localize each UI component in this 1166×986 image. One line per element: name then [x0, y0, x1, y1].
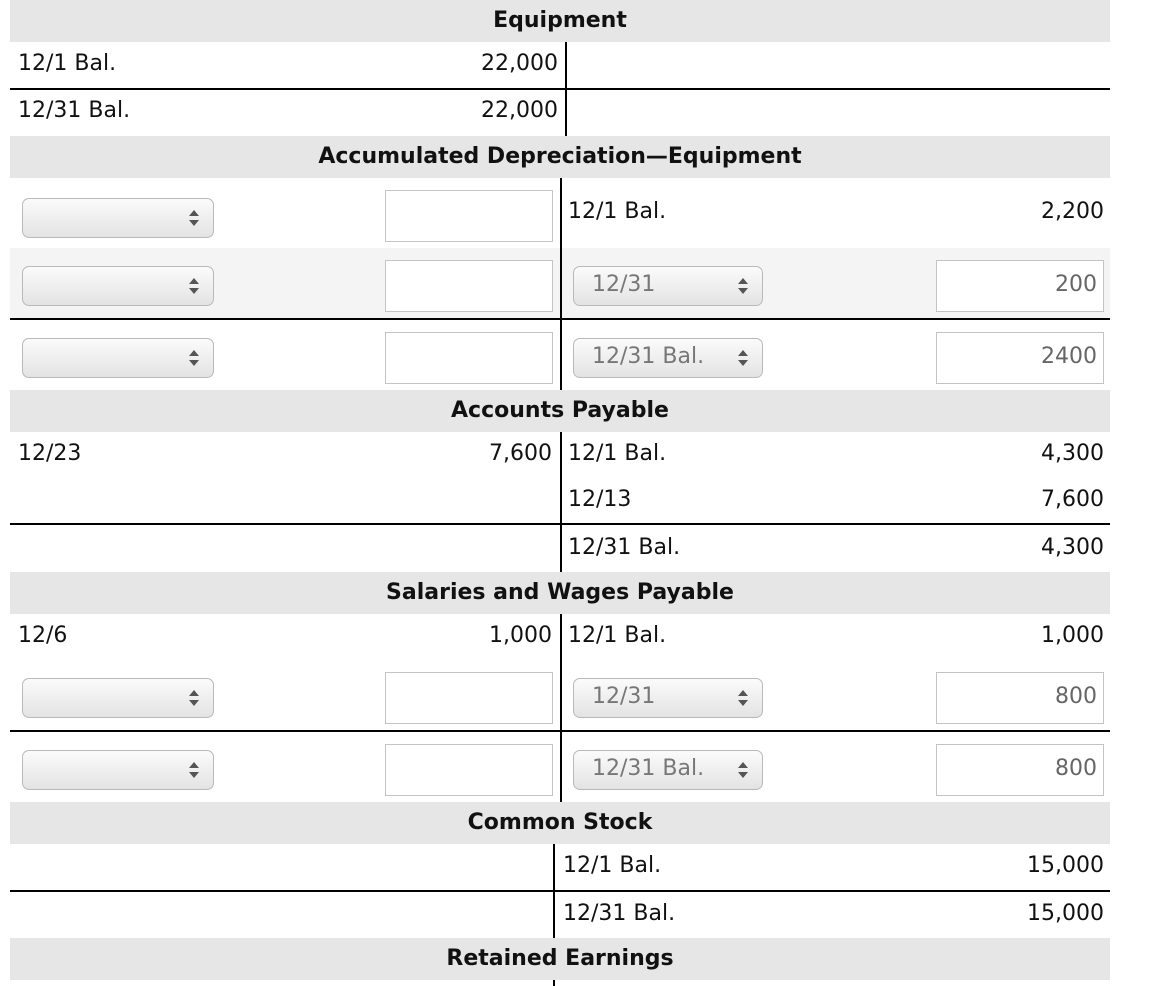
equipment-header: Equipment — [10, 0, 1110, 42]
row-label: 12/1 Bal. — [568, 199, 667, 224]
common-stock-header: Common Stock — [10, 802, 1110, 844]
retained-earnings-header: Retained Earnings — [10, 938, 1110, 980]
up-down-chevron-icon — [189, 690, 199, 706]
section-title: Accumulated Depreciation—Equipment — [318, 144, 802, 169]
t-account-divider — [560, 432, 562, 572]
left-amount-input[interactable] — [385, 744, 553, 796]
accum-dep-header: Accumulated Depreciation—Equipment — [10, 136, 1110, 178]
row-amount: 4,300 — [1041, 441, 1104, 466]
row-label: 12/1 Bal. — [563, 853, 662, 878]
up-down-chevron-icon — [738, 278, 748, 294]
t-account-divider — [560, 178, 562, 390]
up-down-chevron-icon — [738, 690, 748, 706]
row-label: 12/31 Bal. — [563, 901, 676, 926]
row-label: 12/23 — [18, 441, 82, 466]
t-account-divider — [553, 844, 555, 938]
t-account-divider — [560, 614, 562, 802]
row-amount: 15,000 — [1027, 901, 1104, 926]
right-amount-input[interactable]: 800 — [936, 672, 1104, 724]
divider — [10, 890, 1110, 892]
up-down-chevron-icon — [738, 350, 748, 366]
right-date-select[interactable]: 12/31 — [573, 678, 763, 718]
row-label: 12/31 Bal. — [568, 535, 681, 560]
up-down-chevron-icon — [738, 762, 748, 778]
right-amount-input[interactable]: 2400 — [936, 332, 1104, 384]
up-down-chevron-icon — [189, 350, 199, 366]
t-account-divider — [565, 42, 567, 136]
row-amount: 1,000 — [489, 623, 552, 648]
right-date-select[interactable]: 12/31 Bal. — [573, 338, 763, 378]
left-date-select[interactable] — [22, 266, 214, 306]
left-date-select[interactable] — [22, 750, 214, 790]
section-title: Salaries and Wages Payable — [386, 580, 734, 605]
row-amount: 7,600 — [489, 441, 552, 466]
row-label: 12/1 Bal. — [568, 623, 667, 648]
row-label: 12/6 — [18, 623, 68, 648]
divider — [10, 88, 1110, 90]
t-account-divider — [553, 980, 555, 986]
row-label: 12/13 — [568, 487, 632, 512]
section-title: Accounts Payable — [451, 398, 669, 423]
row-amount: 1,000 — [1041, 623, 1104, 648]
left-amount-input[interactable] — [385, 332, 553, 384]
salaries-header: Salaries and Wages Payable — [10, 572, 1110, 614]
left-date-select[interactable] — [22, 678, 214, 718]
row-amount: 22,000 — [481, 51, 558, 76]
row-amount: 15,000 — [1027, 853, 1104, 878]
left-date-select[interactable] — [22, 198, 214, 238]
right-date-select[interactable]: 12/31 Bal. — [573, 750, 763, 790]
right-amount-input[interactable]: 800 — [936, 744, 1104, 796]
row-amount: 2,200 — [1041, 199, 1104, 224]
section-title: Retained Earnings — [446, 946, 674, 971]
up-down-chevron-icon — [189, 762, 199, 778]
row-label: 12/1 Bal. — [568, 441, 667, 466]
up-down-chevron-icon — [189, 278, 199, 294]
right-amount-input[interactable]: 200 — [936, 260, 1104, 312]
accounts-payable-header: Accounts Payable — [10, 390, 1110, 432]
section-title: Common Stock — [467, 810, 653, 835]
right-date-select[interactable]: 12/31 — [573, 266, 763, 306]
section-title: Equipment — [493, 8, 627, 33]
left-amount-input[interactable] — [385, 672, 553, 724]
left-date-select[interactable] — [22, 338, 214, 378]
row-label: 12/1 Bal. — [18, 51, 117, 76]
up-down-chevron-icon — [189, 210, 199, 226]
row-amount: 4,300 — [1041, 535, 1104, 560]
row-amount: 22,000 — [481, 98, 558, 123]
left-amount-input[interactable] — [385, 260, 553, 312]
row-amount: 7,600 — [1041, 487, 1104, 512]
left-amount-input[interactable] — [385, 190, 553, 242]
row-label: 12/31 Bal. — [18, 98, 131, 123]
